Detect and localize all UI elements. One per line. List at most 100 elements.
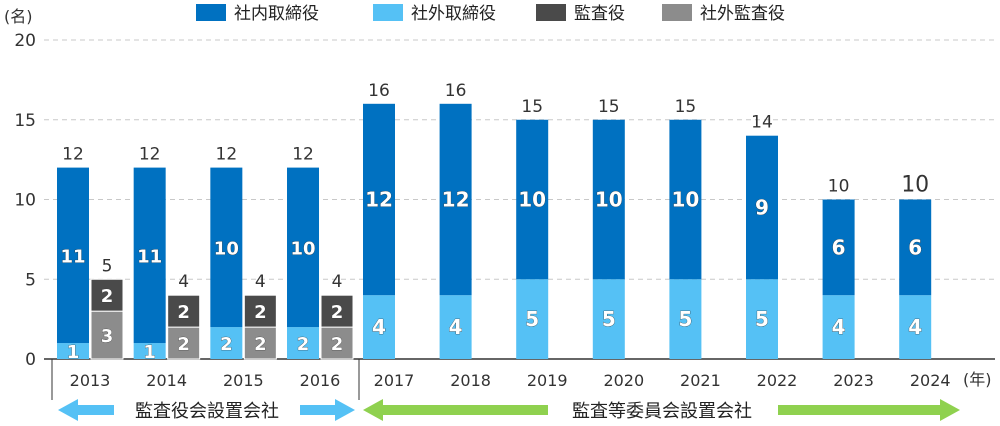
bar-external-director: [439, 295, 472, 359]
bar-total-label: 10: [828, 177, 850, 197]
bar-internal-director: [133, 167, 166, 344]
legend-swatch-auditor: [536, 4, 566, 21]
x-tick-label: 2017: [374, 371, 415, 390]
bar-value-label: 5: [602, 307, 616, 331]
bar-external-director: [899, 295, 932, 359]
x-tick-label: 2014: [146, 371, 187, 390]
bar-value-label: 12: [442, 188, 470, 212]
bar-auditor: [90, 278, 124, 312]
bar-total-label: 12: [292, 145, 314, 165]
bar-external-auditor: [320, 326, 354, 360]
x-tick-label: 2019: [527, 371, 568, 390]
bar-internal-director: [822, 199, 855, 296]
x-tick-label: 2020: [603, 371, 644, 390]
y-unit-label: (名): [4, 7, 33, 26]
bar-external-director: [363, 295, 395, 359]
bar-value-label: 5: [525, 307, 539, 331]
bar-total-label: 16: [445, 81, 467, 101]
bar-auditor: [167, 294, 201, 328]
y-tick-label: 5: [25, 270, 36, 290]
period-audit-board-right-arrow: [300, 399, 355, 421]
bar-value-label: 12: [365, 188, 393, 212]
x-tick-label: 2018: [450, 371, 491, 390]
bar-internal-director: [516, 119, 549, 280]
bar-internal-director: [287, 167, 320, 328]
bar-internal-director: [669, 119, 702, 280]
bar-value-label: 10: [290, 238, 315, 259]
bar-internal-director: [746, 135, 778, 280]
x-tick-label: 2022: [757, 371, 798, 390]
bar-external-director: [57, 343, 89, 359]
legend-label-external_auditor: 社外監査役: [700, 4, 785, 24]
bar-value-label: 4: [449, 315, 463, 339]
bar-total-label: 16: [368, 81, 390, 101]
bar-value-label: 1: [143, 342, 156, 363]
bar-external-director: [669, 279, 702, 359]
bar-external-director: [592, 279, 625, 359]
y-tick-label: 15: [14, 111, 36, 131]
bar-value-label: 2: [177, 302, 190, 323]
bar-value-label: 6: [908, 235, 922, 259]
bar-value-label: 9: [755, 195, 769, 219]
x-tick-label: 2016: [300, 371, 341, 390]
bar-value-label: 10: [214, 238, 239, 259]
bar-value-label: 2: [177, 334, 190, 355]
period-audit-committee-right-arrow: [778, 399, 960, 421]
bar-value-label: 5: [678, 307, 692, 331]
bar-value-label: 4: [372, 315, 386, 339]
y-tick-label: 0: [25, 350, 36, 370]
bar-external-director: [822, 295, 855, 359]
bar-external-director: [746, 279, 778, 359]
bar-value-label: 3: [101, 326, 114, 347]
x-tick-label: 2024: [910, 371, 951, 390]
bar-value-label: 2: [297, 334, 310, 355]
bar-total-label: 15: [675, 97, 697, 117]
legend-swatch-internal: [196, 4, 226, 21]
x-tick-label: 2015: [223, 371, 264, 390]
bar-internal-director: [210, 167, 243, 328]
bar-total-label: 12: [62, 145, 84, 165]
bar-external-director: [210, 327, 243, 359]
bar-total-label: 4: [332, 272, 343, 292]
bar-total-label: 15: [521, 97, 543, 117]
bar-total-label: 14: [751, 113, 773, 133]
bar-internal-director: [899, 199, 932, 296]
bar-value-label: 2: [331, 334, 344, 355]
legend-label-internal: 社内取締役: [234, 4, 319, 24]
bar-value-label: 4: [832, 315, 846, 339]
x-tick-label: 2013: [70, 371, 111, 390]
bar-value-label: 10: [595, 188, 623, 212]
bar-value-label: 2: [220, 334, 233, 355]
bar-external-director: [133, 343, 166, 359]
x-tick-label: 2023: [833, 371, 874, 390]
legend-label-external: 社外取締役: [411, 4, 496, 24]
bar-internal-director: [363, 103, 395, 296]
period-label-audit-committee: 監査等委員会設置会社: [572, 401, 752, 422]
bar-total-label: 12: [216, 145, 238, 165]
bar-value-label: 10: [671, 188, 699, 212]
y-tick-label: 20: [14, 31, 36, 51]
bar-total-label: 4: [178, 272, 189, 292]
bar-external-director: [287, 327, 320, 359]
bar-value-label: 6: [832, 235, 846, 259]
bar-value-label: 2: [101, 286, 114, 307]
legend-swatch-external: [373, 4, 403, 21]
bar-value-label: 10: [518, 188, 546, 212]
bar-value-label: 11: [137, 246, 162, 267]
y-tick-label: 10: [14, 191, 36, 211]
bar-value-label: 2: [254, 302, 267, 323]
bar-value-label: 4: [908, 315, 922, 339]
legend-label-auditor: 監査役: [574, 4, 625, 24]
x-unit-label: (年): [963, 370, 992, 389]
bar-value-label: 1: [67, 342, 80, 363]
period-audit-board-left-arrow: [58, 399, 114, 421]
bar-total-label: 15: [598, 97, 620, 117]
bar-internal-director: [439, 103, 472, 296]
bar-auditor: [320, 294, 354, 328]
bar-total-label: 4: [255, 272, 266, 292]
bar-value-label: 11: [60, 246, 85, 267]
bar-total-label: 10: [901, 173, 929, 198]
bar-value-label: 2: [331, 302, 344, 323]
